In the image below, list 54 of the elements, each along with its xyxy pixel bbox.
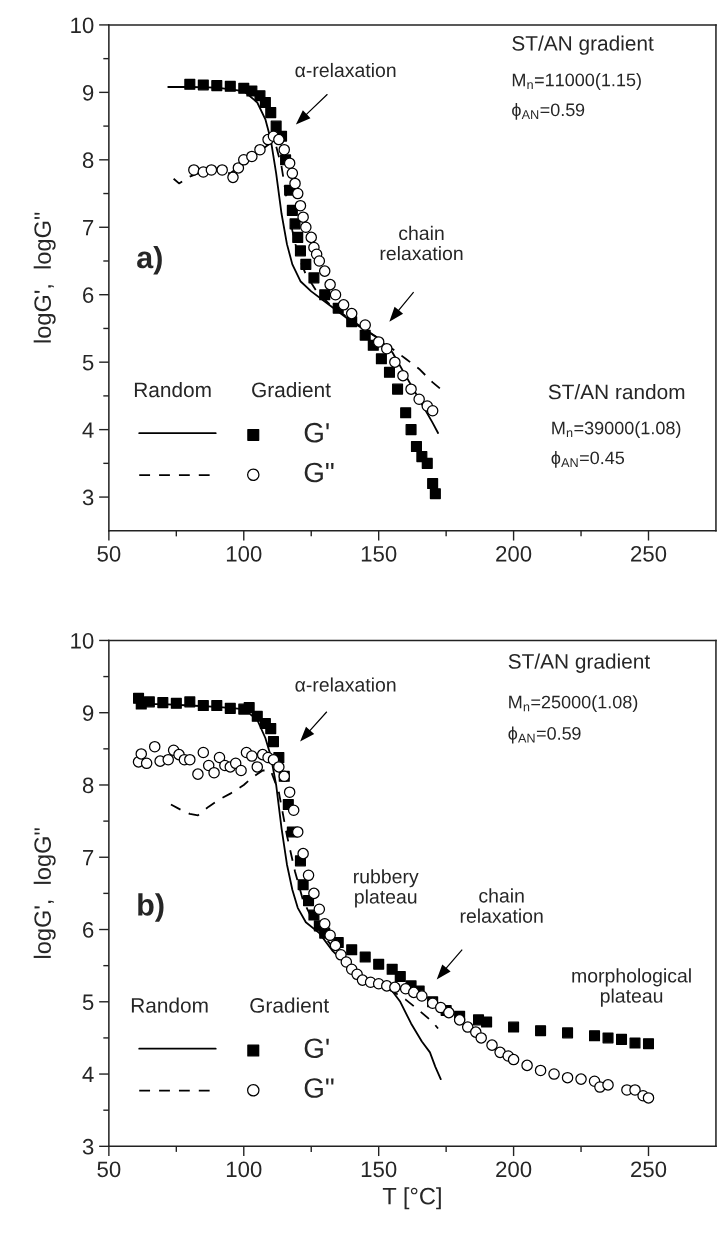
- y-axis-title: logG', logG": [33, 828, 56, 958]
- annotation: morphological plateau: [572, 968, 691, 1007]
- annotation: ST/AN random: [548, 383, 685, 400]
- annotation: ϕ$_{AN}$=0.59: [512, 102, 585, 120]
- y-tick-label: 4: [82, 1066, 94, 1083]
- annotation: chain relaxation: [460, 888, 543, 923]
- y-tick-label: 3: [82, 1138, 94, 1155]
- annotation: rubbery plateau: [354, 869, 419, 908]
- y-tick-label: 8: [82, 777, 94, 794]
- y-tick-label: 5: [82, 994, 94, 1011]
- x-tick-label: 50: [97, 545, 121, 562]
- annotation: Gradient: [250, 997, 329, 1013]
- y-tick-label: 5: [82, 354, 94, 371]
- x-tick-label: 150: [361, 1161, 397, 1178]
- y-tick-label: 9: [82, 705, 94, 721]
- x-tick-label: 250: [631, 545, 667, 562]
- x-tick-label: 50: [97, 1161, 121, 1178]
- annotation: Gradient: [252, 381, 331, 398]
- annotation: b): [138, 893, 164, 922]
- y-axis-title: logG', logG": [33, 212, 56, 343]
- annotation: ST/AN gradient: [512, 35, 654, 55]
- y-tick-label: 9: [82, 84, 94, 101]
- y-tick-label: 8: [82, 152, 94, 169]
- y-tick-label: 7: [83, 850, 94, 866]
- y-tick-label: 7: [83, 220, 94, 236]
- annotation: ϕ$_{AN}$=0.59: [508, 726, 581, 744]
- x-tick-label: 150: [361, 545, 397, 562]
- annotation: ST/AN gradient: [508, 653, 650, 673]
- y-tick-label: 6: [83, 287, 94, 303]
- annotation: M$_{n}$=39000(1.08): [552, 421, 681, 438]
- legend-label: G': [304, 422, 329, 443]
- x-tick-label: 200: [496, 1161, 532, 1178]
- annotation: α-relaxation: [295, 62, 396, 78]
- annotation: Random: [134, 381, 211, 398]
- y-tick-label: 6: [83, 922, 94, 938]
- x-tick-label: 200: [496, 545, 532, 562]
- x-tick-label: 250: [631, 1161, 667, 1178]
- annotation: α-relaxation: [295, 677, 396, 692]
- annotation: ϕ$_{AN}$=0.45: [551, 450, 625, 468]
- annotation: a): [137, 245, 162, 275]
- y-tick-label: 4: [82, 422, 94, 438]
- annotation: Random: [131, 997, 208, 1013]
- legend-label: G": [304, 462, 334, 483]
- x-tick-label: 100: [226, 545, 262, 562]
- x-tick-label: 100: [226, 1161, 262, 1178]
- y-tick-label: 10: [71, 17, 94, 34]
- legend-label: G': [304, 1038, 329, 1059]
- x-axis-title: T [°C]: [382, 1187, 441, 1210]
- y-tick-label: 3: [82, 489, 94, 506]
- annotation: M$_{n}$=11000(1.15): [512, 73, 641, 90]
- annotation: chain relaxation: [380, 225, 463, 261]
- legend-label: G": [304, 1078, 334, 1098]
- y-tick-label: 10: [71, 632, 94, 649]
- annotation: M$_{n}$=25000(1.08): [509, 695, 638, 713]
